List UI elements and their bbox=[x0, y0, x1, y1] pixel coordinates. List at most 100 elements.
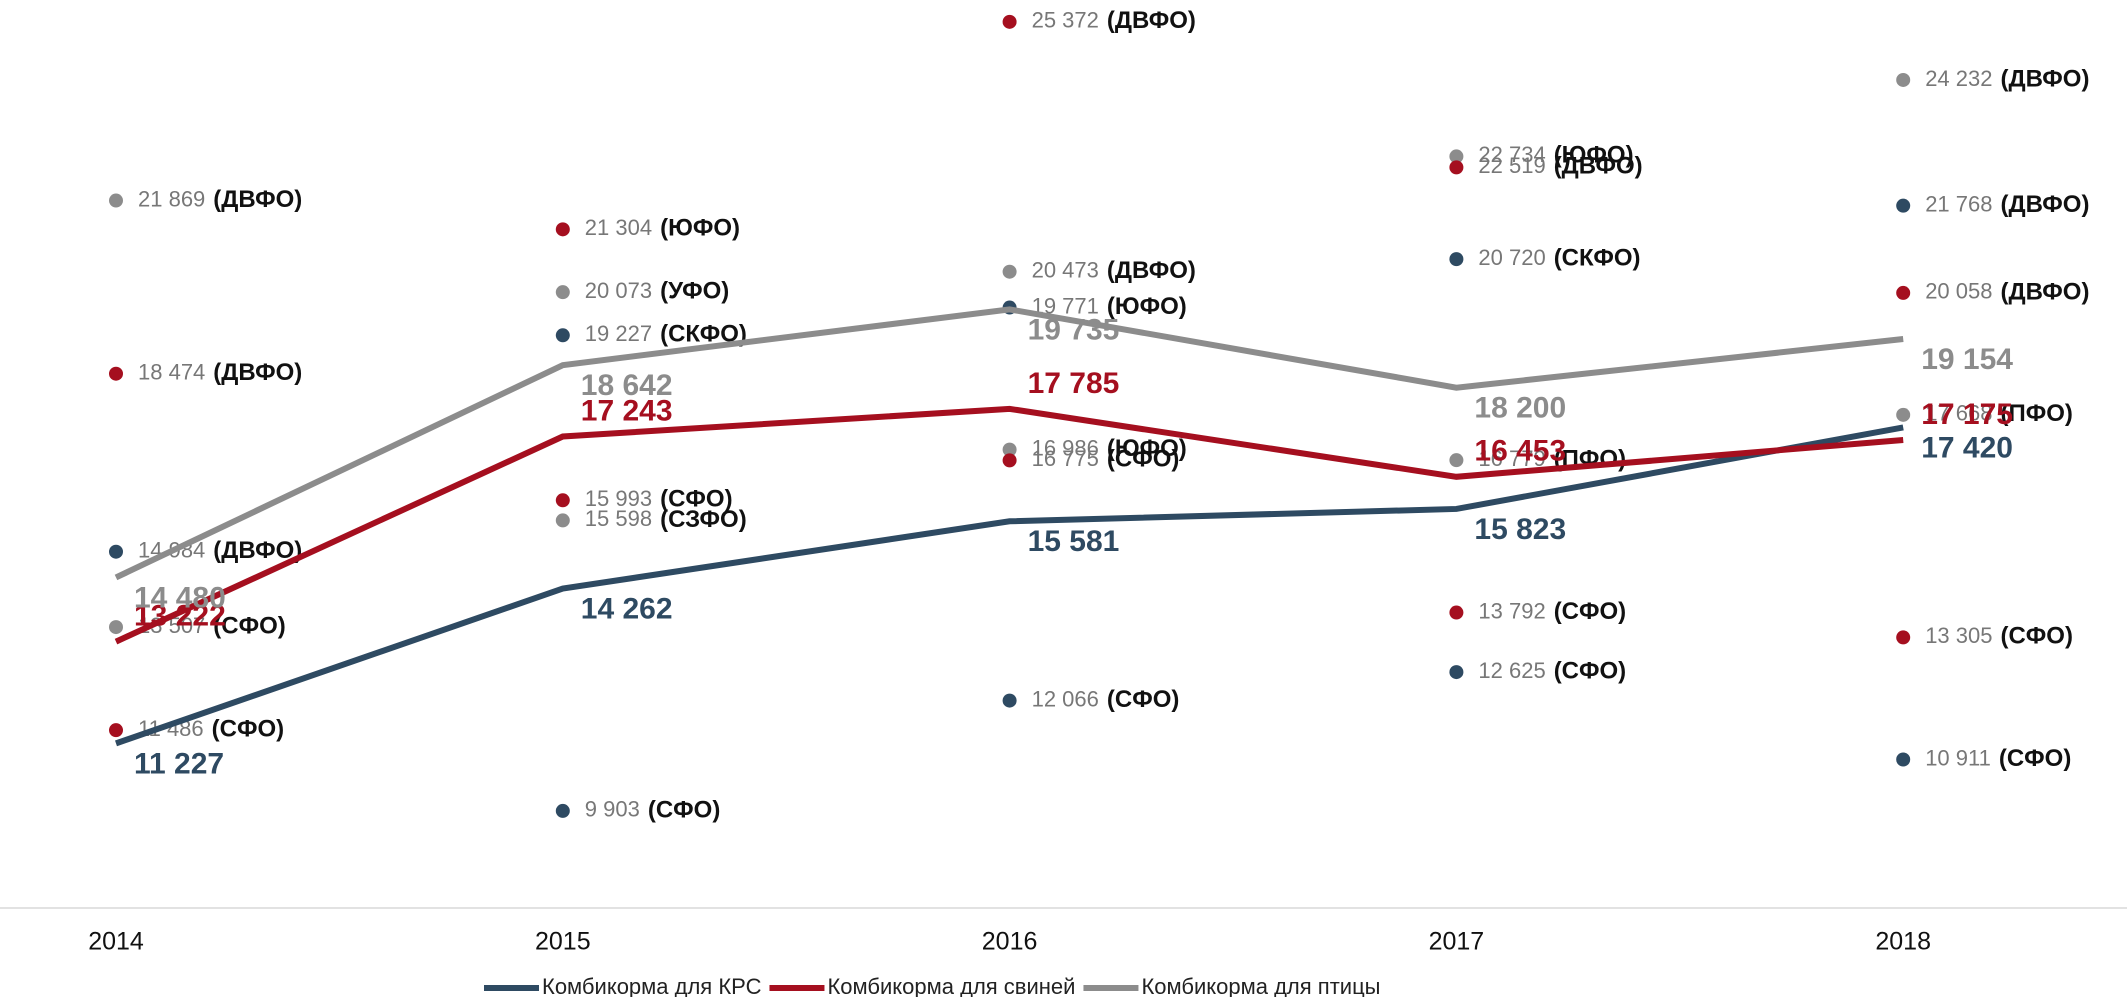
region-point bbox=[1896, 630, 1911, 645]
region-name: (ЮФО) bbox=[1554, 142, 1634, 169]
legend-label: Комбикорма для свиней bbox=[827, 974, 1075, 997]
region-point bbox=[1002, 442, 1017, 457]
region-point bbox=[555, 803, 570, 818]
region-value-label: 20 473 bbox=[1032, 258, 1099, 283]
region-point bbox=[555, 513, 570, 528]
line-value-label: 14 262 bbox=[581, 592, 673, 625]
region-point bbox=[1449, 252, 1464, 267]
x-tick-label: 2017 bbox=[1429, 928, 1485, 956]
region-name: (ЮФО) bbox=[660, 215, 740, 242]
line-value-label: 11 227 bbox=[134, 747, 224, 780]
region-name: (СФО) bbox=[1107, 686, 1179, 713]
region-value-label: 13 305 bbox=[1925, 623, 1992, 648]
region-point bbox=[1896, 407, 1911, 422]
region-value-label: 15 993 bbox=[585, 486, 652, 511]
region-point bbox=[555, 222, 570, 237]
region-point bbox=[1449, 605, 1464, 620]
series-line bbox=[114, 306, 1904, 581]
region-point bbox=[1449, 160, 1464, 175]
region-name: (СЗФО) bbox=[660, 506, 747, 533]
x-tick-label: 2014 bbox=[88, 928, 144, 956]
region-value-label: 21 869 bbox=[138, 186, 205, 211]
region-value-label: 13 792 bbox=[1478, 598, 1545, 623]
legend-label: Комбикорма для птицы bbox=[1141, 974, 1380, 997]
region-name: (ДВФО) bbox=[1554, 153, 1643, 180]
region-name: (СФО) bbox=[1554, 598, 1626, 625]
line-value-label: 13 222 bbox=[134, 600, 226, 633]
line-value-label: 18 200 bbox=[1474, 392, 1566, 425]
region-point bbox=[1002, 693, 1017, 708]
line-value-label: 14 480 bbox=[134, 581, 226, 614]
region-name: (УФО) bbox=[660, 277, 729, 304]
region-name: (СФО) bbox=[213, 612, 285, 639]
line-value-label: 15 823 bbox=[1474, 513, 1566, 546]
x-tick-label: 2016 bbox=[982, 928, 1038, 956]
region-value-label: 12 625 bbox=[1478, 658, 1545, 683]
region-value-label: 20 058 bbox=[1925, 279, 1992, 304]
region-value-label: 15 598 bbox=[585, 506, 652, 531]
region-point bbox=[109, 544, 123, 559]
region-name: (ДВФО) bbox=[213, 186, 302, 213]
series-line bbox=[115, 424, 1904, 747]
region-point bbox=[555, 285, 570, 300]
region-name: (ДВФО) bbox=[2000, 65, 2089, 92]
region-name: (ДВФО) bbox=[1107, 7, 1196, 34]
region-point bbox=[109, 193, 123, 208]
region-value-label: 16 775 bbox=[1032, 446, 1099, 471]
legend-label: Комбикорма для КРС bbox=[542, 974, 762, 997]
region-name: (СФО) bbox=[660, 486, 732, 513]
region-value-label: 24 232 bbox=[1925, 66, 1992, 91]
region-point bbox=[1896, 198, 1911, 213]
x-tick-label: 2015 bbox=[535, 928, 591, 956]
region-point bbox=[1896, 752, 1911, 767]
region-point bbox=[1002, 453, 1017, 468]
line-value-label: 17 420 bbox=[1921, 431, 2013, 464]
region-point bbox=[109, 620, 123, 635]
region-name: (СФО) bbox=[1999, 745, 2071, 772]
x-tick-label: 2018 bbox=[1875, 928, 1931, 956]
region-point bbox=[1449, 665, 1464, 680]
region-value-label: 17 668 bbox=[1925, 401, 1992, 426]
line-value-label: 16 453 bbox=[1474, 435, 1566, 468]
region-name: (ДВФО) bbox=[1107, 257, 1196, 284]
region-name: (ДВФО) bbox=[213, 537, 302, 564]
region-name: (ДВФО) bbox=[213, 359, 302, 386]
region-name: (СФО) bbox=[212, 716, 284, 743]
region-point bbox=[1002, 264, 1017, 279]
region-name: (СФО) bbox=[1554, 657, 1626, 684]
line-value-label: 17 243 bbox=[581, 394, 673, 427]
region-point bbox=[555, 328, 570, 343]
region-value-label: 10 911 bbox=[1925, 745, 1991, 770]
region-point bbox=[109, 723, 123, 738]
region-point bbox=[1002, 14, 1017, 29]
region-value-label: 12 066 bbox=[1032, 686, 1099, 711]
line-value-label: 17 175 bbox=[1921, 398, 2013, 431]
region-name: (СФО) bbox=[648, 796, 720, 823]
region-value-label: 18 474 bbox=[138, 360, 205, 385]
region-name: (СКФО) bbox=[1554, 244, 1641, 271]
region-value-label: 19 227 bbox=[585, 321, 652, 346]
region-value-label: 20 073 bbox=[585, 278, 652, 303]
region-point bbox=[109, 366, 123, 381]
region-name: (ЮФО) bbox=[1107, 293, 1187, 320]
region-name: (ПФО) bbox=[2000, 400, 2072, 427]
region-point bbox=[555, 493, 570, 508]
region-name: (ДВФО) bbox=[2000, 191, 2089, 218]
region-value-label: 22 519 bbox=[1478, 153, 1545, 178]
line-value-label: 17 785 bbox=[1028, 367, 1120, 400]
region-name: (СФО) bbox=[2000, 623, 2072, 650]
region-value-label: 16 779 bbox=[1478, 446, 1545, 471]
region-name: (ЮФО) bbox=[1107, 435, 1187, 462]
region-value-label: 21 768 bbox=[1925, 191, 1992, 216]
region-value-label: 25 372 bbox=[1032, 8, 1099, 33]
region-value-label: 11 486 bbox=[138, 716, 204, 741]
region-value-label: 22 734 bbox=[1478, 142, 1545, 167]
region-point bbox=[1449, 149, 1464, 164]
region-value-label: 9 903 bbox=[585, 797, 640, 822]
region-point bbox=[1449, 453, 1464, 468]
line-value-label: 19 735 bbox=[1028, 313, 1120, 346]
line-value-label: 15 581 bbox=[1028, 525, 1120, 558]
region-point bbox=[1896, 72, 1911, 87]
line-value-label: 19 154 bbox=[1921, 343, 2013, 376]
